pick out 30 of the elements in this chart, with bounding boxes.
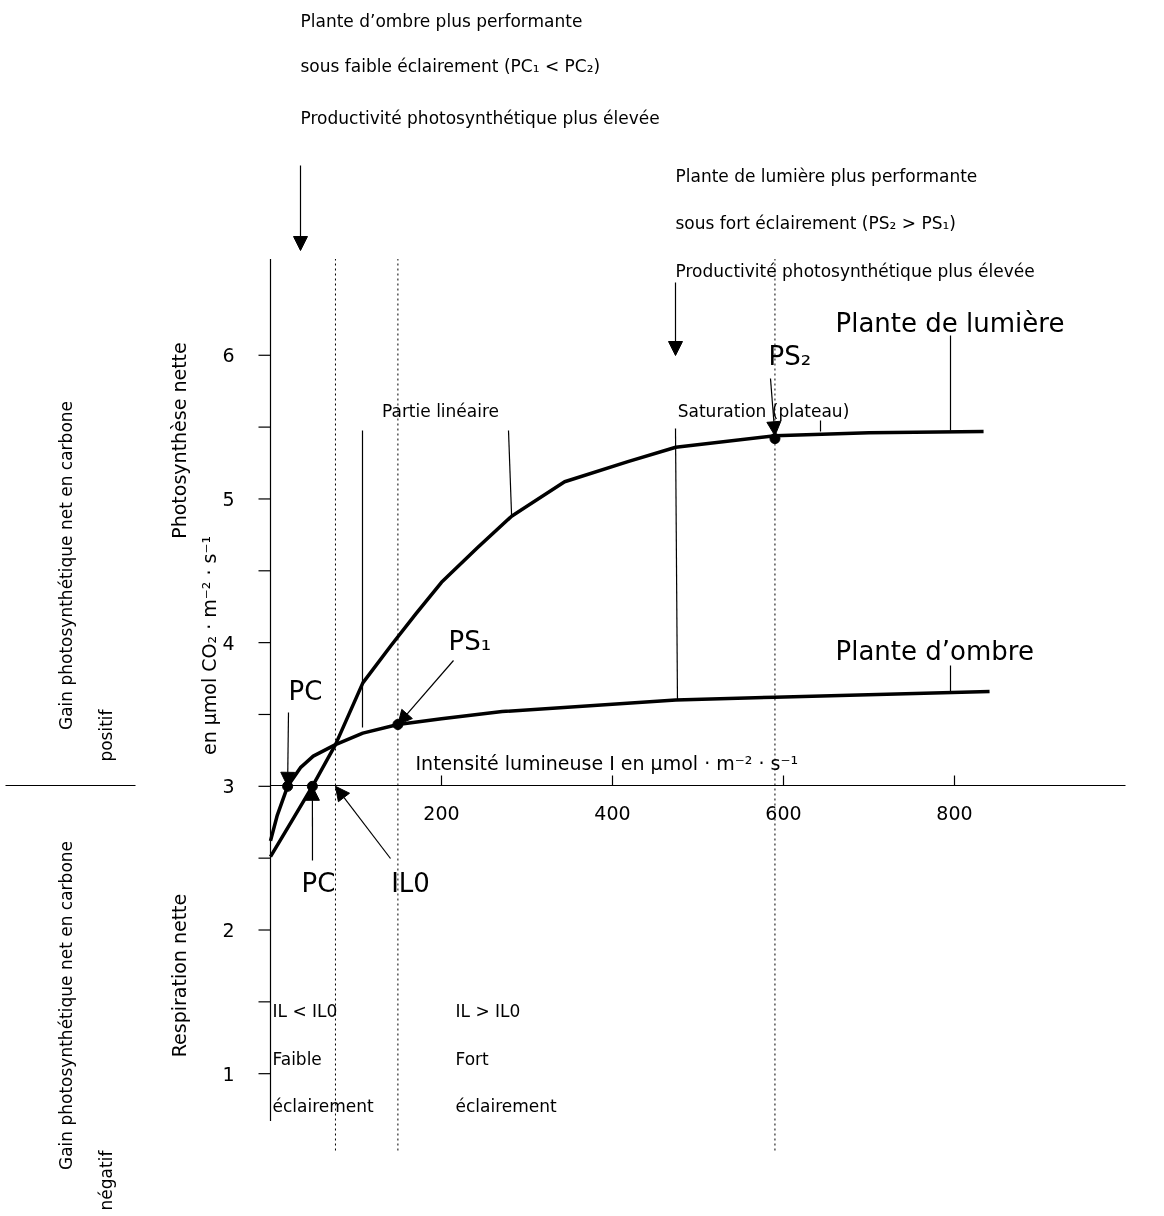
text: en µmol CO₂ · m⁻² · s⁻¹ (197, 535, 220, 756)
text: Gain photosynthétique net en carbone négatif (55, 840, 116, 1211)
text: Plante de lumière (835, 307, 1065, 338)
annotation: Saturation (plateau) (677, 400, 850, 421)
text: IL < IL0 Faible éclairement (272, 1000, 374, 1116)
text: Plante d’ombre plus performante sous faible éclairement (PC₁ < PC₂) Productivité photosynthétique plus élevée (300, 10, 660, 128)
point (769, 433, 781, 445)
x-tick-label: 200 (423, 801, 460, 824)
annotation: PC (288, 675, 323, 706)
y-tick-label: 1 (222, 1062, 235, 1085)
annotation: IL0 (391, 867, 430, 898)
x-tick-label: 600 (765, 801, 802, 824)
y-tick-label: 5 (222, 487, 235, 510)
x-tick-label: 800 (936, 801, 973, 824)
y-tick-label: 2 (222, 919, 235, 941)
x-axis-title: Intensité lumineuse I en µmol · m⁻² · s⁻¹ (415, 751, 799, 774)
y-tick-label: 6 (222, 344, 235, 367)
y-tick-label: 4 (222, 631, 235, 654)
annotation: PS₂ (768, 340, 812, 371)
text: Photosynthèse nette (167, 342, 190, 539)
text: Respiration nette (167, 893, 190, 1058)
text: IL > IL0 Fort éclairement (455, 1000, 557, 1116)
x-tick-label: 400 (594, 801, 631, 824)
annotation: PC (301, 867, 336, 898)
text: Plante de lumière plus performante sous fort éclairement (PS₂ > PS₁) Productivité photosynthétique plus élevée (675, 165, 1035, 281)
annotation: Partie linéaire (381, 400, 500, 421)
text: Gain photosynthétique net en carbone positif (55, 400, 116, 762)
annotation: PS₁ (448, 625, 492, 656)
y-tick-label: 3 (222, 775, 235, 798)
series-label: Plante d’ombre (835, 635, 1034, 666)
